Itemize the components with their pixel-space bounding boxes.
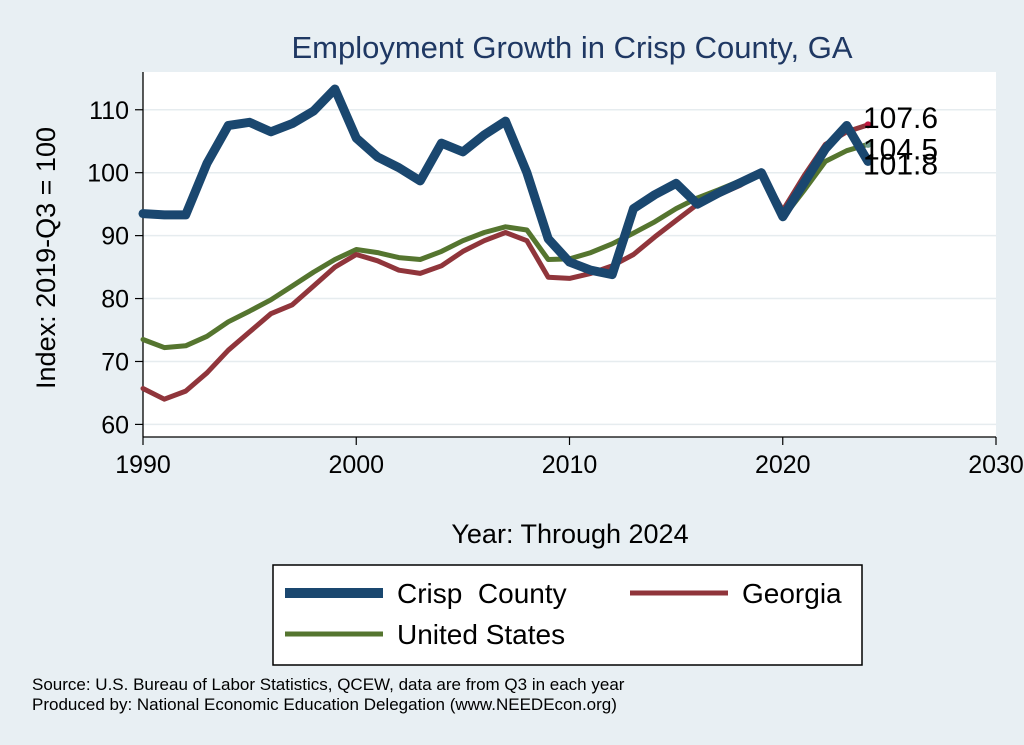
legend-box	[272, 564, 863, 666]
x-tick-label-2030: 2030	[968, 451, 1024, 479]
end-marker-georgia	[864, 121, 872, 129]
source-note: Source: U.S. Bureau of Labor Statistics,…	[32, 675, 625, 694]
y-tick-label-110: 110	[89, 97, 129, 125]
legend-label-united-states: United States	[397, 619, 565, 650]
x-tick-label-2020: 2020	[755, 451, 811, 479]
series-lines	[138, 84, 873, 402]
y-tick-label-100: 100	[87, 160, 129, 188]
y-axis-label: Index: 2019-Q3 = 100	[31, 127, 61, 389]
y-tick-label-80: 80	[101, 286, 129, 314]
y-tick-label-90: 90	[101, 223, 129, 251]
legend-label-crisp-county: Crisp County	[397, 578, 567, 609]
end-marker-united-states	[864, 140, 872, 148]
x-axis-label: Year: Through 2024	[451, 519, 688, 549]
x-tick-label-2000: 2000	[328, 451, 384, 479]
gridlines	[143, 109, 996, 426]
legend: Crisp County Georgia United States	[272, 564, 863, 666]
end-label-2: 101.8	[863, 148, 938, 181]
y-tick-label-70: 70	[101, 348, 129, 376]
legend-label-georgia: Georgia	[742, 578, 842, 609]
y-tick-label-60: 60	[101, 411, 129, 439]
y-axis-ticks: 60 70 80 90 100 110	[87, 97, 143, 439]
chart-title: Employment Growth in Crisp County, GA	[291, 30, 852, 65]
x-axis-ticks: 1990 2000 2010 2020 2030	[115, 437, 1024, 479]
produced-by-note: Produced by: National Economic Education…	[32, 695, 617, 714]
end-label-0: 107.6	[863, 102, 938, 135]
x-tick-label-1990: 1990	[115, 451, 171, 479]
x-tick-label-2010: 2010	[542, 451, 598, 479]
end-label-1: 104.5	[863, 133, 938, 166]
series-line-crisp-county	[138, 84, 873, 280]
